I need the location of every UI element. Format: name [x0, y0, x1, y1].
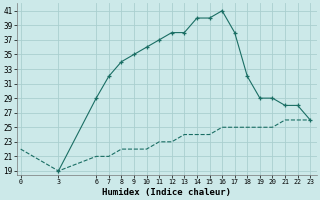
- X-axis label: Humidex (Indice chaleur): Humidex (Indice chaleur): [102, 188, 231, 197]
